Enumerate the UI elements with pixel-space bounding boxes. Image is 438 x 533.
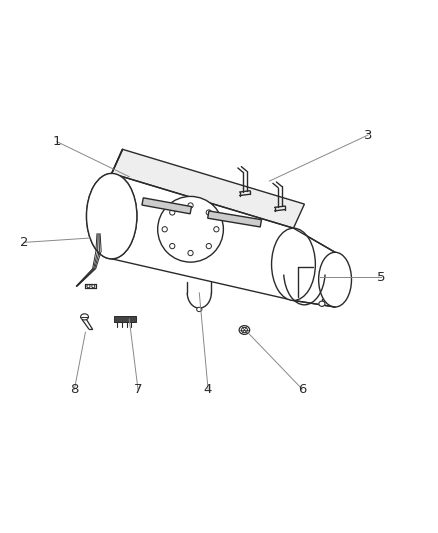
Text: 2: 2	[20, 236, 28, 249]
Ellipse shape	[206, 210, 212, 215]
Ellipse shape	[206, 244, 212, 249]
Ellipse shape	[162, 227, 167, 232]
Ellipse shape	[86, 173, 137, 259]
Polygon shape	[208, 211, 261, 227]
Text: 7: 7	[134, 383, 142, 395]
Text: 8: 8	[70, 383, 79, 395]
Ellipse shape	[87, 285, 90, 288]
Text: 1: 1	[53, 135, 61, 148]
Ellipse shape	[86, 173, 137, 259]
Ellipse shape	[170, 210, 175, 215]
Ellipse shape	[318, 252, 351, 307]
Text: 5: 5	[377, 271, 385, 284]
Ellipse shape	[214, 227, 219, 232]
Ellipse shape	[239, 326, 250, 334]
Ellipse shape	[92, 285, 95, 288]
Polygon shape	[142, 198, 191, 214]
Ellipse shape	[241, 327, 247, 333]
Ellipse shape	[81, 314, 88, 320]
Polygon shape	[112, 173, 293, 301]
FancyBboxPatch shape	[114, 316, 136, 322]
Text: 4: 4	[204, 383, 212, 395]
Text: 3: 3	[364, 128, 372, 142]
Ellipse shape	[319, 301, 325, 306]
Ellipse shape	[272, 228, 315, 301]
Ellipse shape	[197, 307, 202, 312]
Ellipse shape	[188, 203, 193, 208]
Ellipse shape	[170, 244, 175, 249]
Ellipse shape	[188, 251, 193, 256]
Polygon shape	[293, 228, 335, 307]
Polygon shape	[112, 149, 304, 228]
Ellipse shape	[158, 197, 223, 262]
Text: 6: 6	[298, 383, 307, 395]
